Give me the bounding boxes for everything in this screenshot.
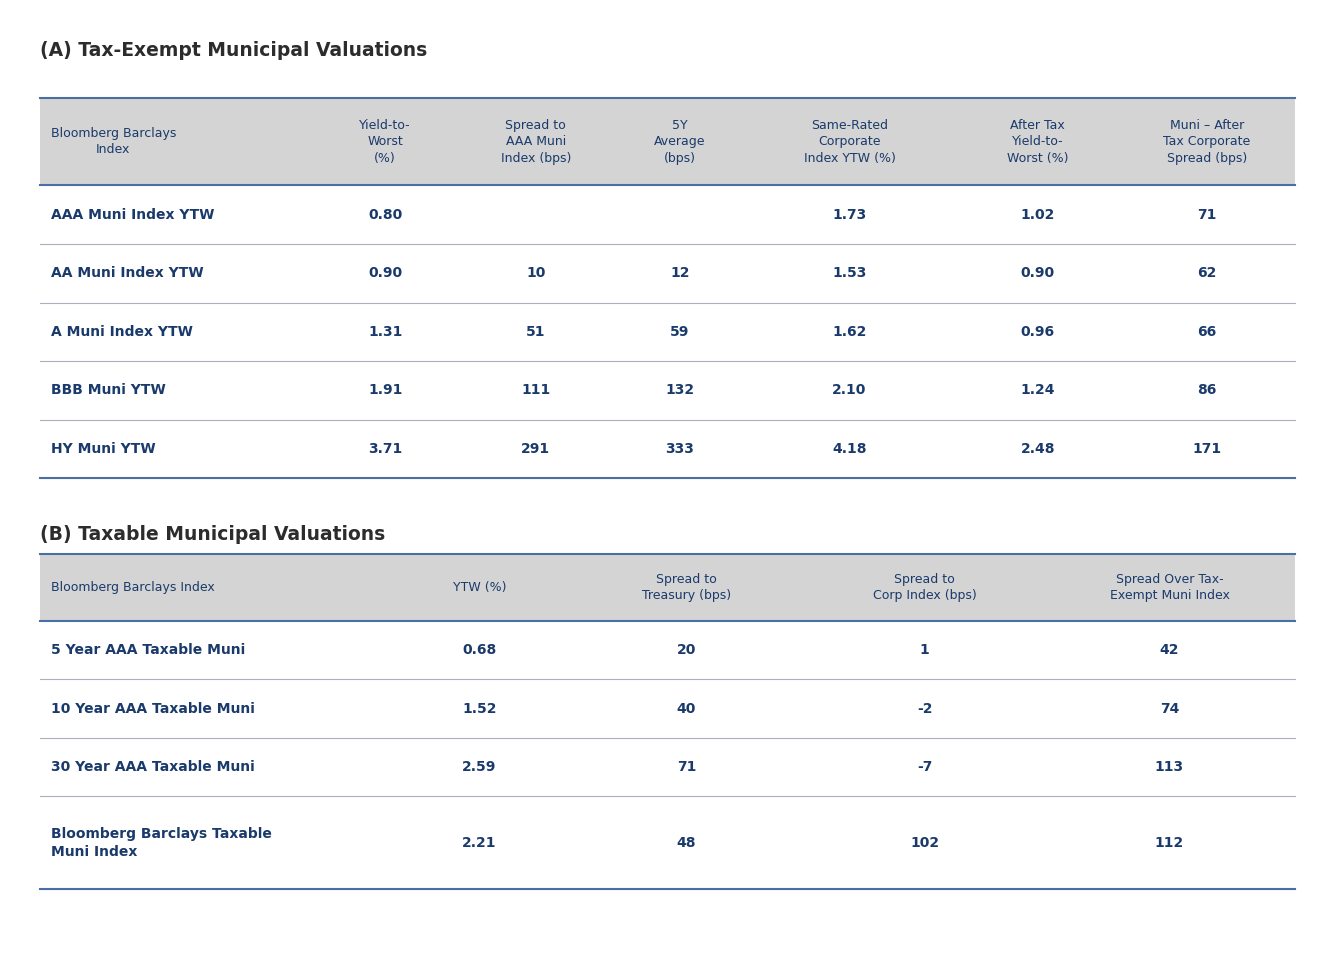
Text: Bloomberg Barclays Taxable
Muni Index: Bloomberg Barclays Taxable Muni Index [51, 827, 271, 859]
Text: 3.71: 3.71 [368, 442, 402, 456]
Text: 74: 74 [1160, 702, 1179, 715]
Text: A Muni Index YTW: A Muni Index YTW [51, 325, 192, 339]
Text: Yield-to-
Worst
(%): Yield-to- Worst (%) [359, 118, 411, 165]
Text: 2.21: 2.21 [462, 835, 497, 850]
Text: 1: 1 [920, 643, 929, 657]
Text: 71: 71 [677, 760, 696, 774]
Text: 71: 71 [1197, 208, 1216, 222]
Text: 4.18: 4.18 [832, 442, 866, 456]
Text: Same-Rated
Corporate
Index YTW (%): Same-Rated Corporate Index YTW (%) [804, 118, 896, 165]
Text: 0.80: 0.80 [368, 208, 402, 222]
Text: 111: 111 [521, 384, 550, 397]
Text: 1.91: 1.91 [368, 384, 402, 397]
Text: 333: 333 [666, 442, 694, 456]
Text: 5Y
Average
(bps): 5Y Average (bps) [654, 118, 706, 165]
Text: 1.62: 1.62 [832, 325, 866, 339]
Text: 1.52: 1.52 [462, 702, 497, 715]
Bar [40, 98, 1295, 185]
Text: AA Muni Index YTW: AA Muni Index YTW [51, 266, 203, 280]
Text: 0.90: 0.90 [368, 266, 402, 280]
Text: Spread to
Corp Index (bps): Spread to Corp Index (bps) [873, 573, 977, 602]
Text: 51: 51 [526, 325, 546, 339]
Text: Spread Over Tax-
Exempt Muni Index: Spread Over Tax- Exempt Muni Index [1109, 573, 1230, 602]
Text: BBB Muni YTW: BBB Muni YTW [51, 384, 166, 397]
Text: 291: 291 [521, 442, 550, 456]
Text: 102: 102 [910, 835, 940, 850]
Text: 113: 113 [1155, 760, 1184, 774]
Text: 112: 112 [1155, 835, 1184, 850]
Text: Muni – After
Tax Corporate
Spread (bps): Muni – After Tax Corporate Spread (bps) [1164, 118, 1251, 165]
Text: 1.02: 1.02 [1020, 208, 1055, 222]
Text: 48: 48 [677, 835, 696, 850]
Text: 10: 10 [526, 266, 546, 280]
Text: 1.24: 1.24 [1020, 384, 1055, 397]
Text: HY Muni YTW: HY Muni YTW [51, 442, 155, 456]
Text: 42: 42 [1160, 643, 1179, 657]
Text: 0.68: 0.68 [462, 643, 497, 657]
Text: 5 Year AAA Taxable Muni: 5 Year AAA Taxable Muni [51, 643, 246, 657]
Text: 1.53: 1.53 [832, 266, 866, 280]
Text: After Tax
Yield-to-
Worst (%): After Tax Yield-to- Worst (%) [1007, 118, 1068, 165]
Text: 1.73: 1.73 [832, 208, 866, 222]
Text: 171: 171 [1192, 442, 1222, 456]
Text: -2: -2 [917, 702, 933, 715]
Text: 10 Year AAA Taxable Muni: 10 Year AAA Taxable Muni [51, 702, 255, 715]
Text: 2.59: 2.59 [462, 760, 497, 774]
Text: Bloomberg Barclays Index: Bloomberg Barclays Index [51, 581, 215, 594]
Text: 132: 132 [665, 384, 694, 397]
Text: 66: 66 [1197, 325, 1216, 339]
Text: Spread to
AAA Muni
Index (bps): Spread to AAA Muni Index (bps) [501, 118, 571, 165]
Text: Spread to
Treasury (bps): Spread to Treasury (bps) [642, 573, 730, 602]
Text: Bloomberg Barclays
Index: Bloomberg Barclays Index [51, 127, 176, 156]
Text: (B) Taxable Municipal Valuations: (B) Taxable Municipal Valuations [40, 525, 386, 544]
Text: 12: 12 [670, 266, 690, 280]
Text: 62: 62 [1197, 266, 1216, 280]
Text: AAA Muni Index YTW: AAA Muni Index YTW [51, 208, 214, 222]
Text: (A) Tax-Exempt Municipal Valuations: (A) Tax-Exempt Municipal Valuations [40, 41, 427, 60]
Text: -7: -7 [917, 760, 932, 774]
Text: 0.90: 0.90 [1021, 266, 1055, 280]
Bar [40, 554, 1295, 621]
Text: 2.10: 2.10 [832, 384, 866, 397]
Text: 20: 20 [677, 643, 696, 657]
Text: 0.96: 0.96 [1021, 325, 1055, 339]
Text: 59: 59 [670, 325, 690, 339]
Text: 40: 40 [677, 702, 696, 715]
Text: 2.48: 2.48 [1020, 442, 1055, 456]
Text: 86: 86 [1197, 384, 1216, 397]
Text: 30 Year AAA Taxable Muni: 30 Year AAA Taxable Muni [51, 760, 255, 774]
Text: 1.31: 1.31 [368, 325, 402, 339]
Text: YTW (%): YTW (%) [453, 581, 506, 594]
